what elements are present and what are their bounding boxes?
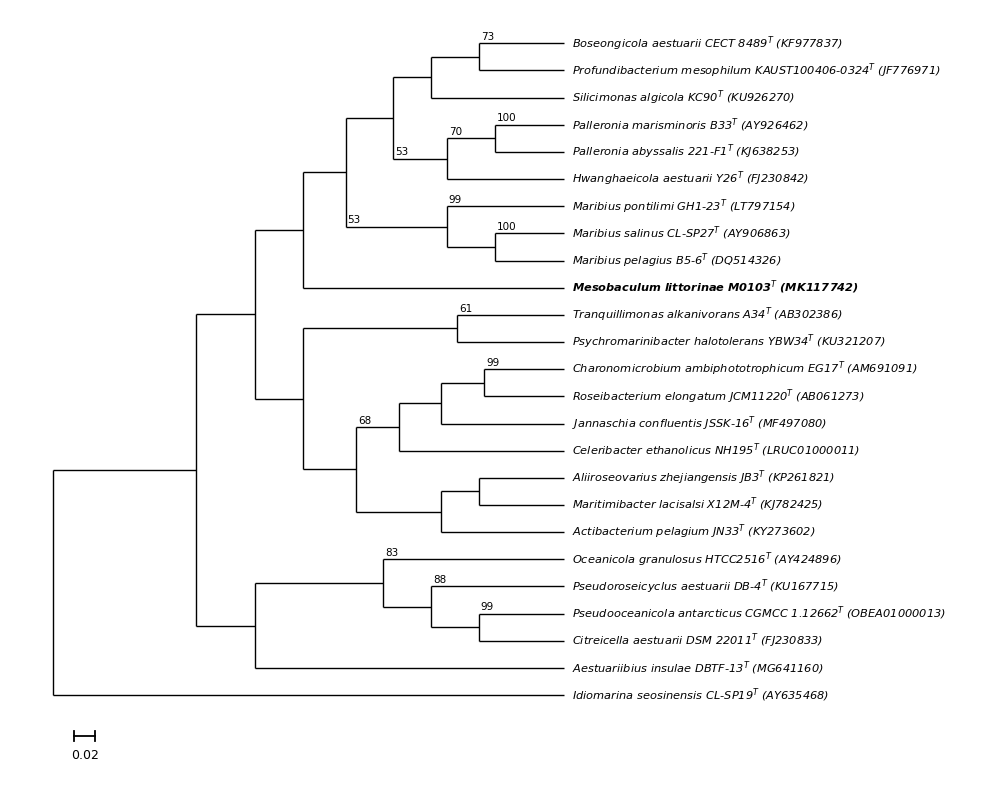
Text: Idiomarina seosinensis CL-SP19$^T$ (AY635468): Idiomarina seosinensis CL-SP19$^T$ (AY63…	[572, 686, 830, 704]
Text: Aliiroseovarius zhejiangensis JB3$^T$ (KP261821): Aliiroseovarius zhejiangensis JB3$^T$ (K…	[572, 468, 836, 487]
Text: Profundibacterium mesophilum KAUST100406-0324$^T$ (JF776971): Profundibacterium mesophilum KAUST100406…	[572, 61, 941, 80]
Text: Maritimibacter lacisalsi X12M-4$^T$ (KJ782425): Maritimibacter lacisalsi X12M-4$^T$ (KJ7…	[572, 495, 824, 514]
Text: Pseudoroseicyclus aestuarii DB-4$^T$ (KU167715): Pseudoroseicyclus aestuarii DB-4$^T$ (KU…	[572, 577, 839, 595]
Text: Psychromarinibacter halotolerans YBW34$^T$ (KU321207): Psychromarinibacter halotolerans YBW34$^…	[572, 333, 886, 351]
Text: Roseibacterium elongatum JCM11220$^T$ (AB061273): Roseibacterium elongatum JCM11220$^T$ (A…	[572, 387, 865, 405]
Text: 100: 100	[497, 114, 516, 123]
Text: Palleronia abyssalis 221-F1$^T$ (KJ638253): Palleronia abyssalis 221-F1$^T$ (KJ63825…	[572, 142, 800, 161]
Text: Maribius salinus CL-SP27$^T$ (AY906863): Maribius salinus CL-SP27$^T$ (AY906863)	[572, 224, 791, 242]
Text: Actibacterium pelagium JN33$^T$ (KY273602): Actibacterium pelagium JN33$^T$ (KY27360…	[572, 523, 816, 541]
Text: 88: 88	[433, 575, 446, 585]
Text: Palleronia marisminoris B33$^T$ (AY926462): Palleronia marisminoris B33$^T$ (AY92646…	[572, 116, 809, 134]
Text: Mesobaculum littorinae M0103$^T$ (MK117742): Mesobaculum littorinae M0103$^T$ (MK1177…	[572, 279, 859, 297]
Text: 68: 68	[358, 416, 372, 425]
Text: 61: 61	[460, 304, 473, 313]
Text: 70: 70	[449, 127, 462, 137]
Text: Hwanghaeicola aestuarii Y26$^T$ (FJ230842): Hwanghaeicola aestuarii Y26$^T$ (FJ23084…	[572, 170, 809, 188]
Text: 99: 99	[481, 603, 494, 612]
Text: Celeribacter ethanolicus NH195$^T$ (LRUC01000011): Celeribacter ethanolicus NH195$^T$ (LRUC…	[572, 442, 860, 460]
Text: 53: 53	[348, 215, 361, 225]
Text: 99: 99	[449, 195, 462, 205]
Text: Charonomicrobium ambiphototrophicum EG17$^T$ (AM691091): Charonomicrobium ambiphototrophicum EG17…	[572, 360, 918, 378]
Text: Oceanicola granulosus HTCC2516$^T$ (AY424896): Oceanicola granulosus HTCC2516$^T$ (AY42…	[572, 550, 842, 568]
Text: Citreicella aestuarii DSM 22011$^T$ (FJ230833): Citreicella aestuarii DSM 22011$^T$ (FJ2…	[572, 631, 824, 650]
Text: Tranquillimonas alkanivorans A34$^T$ (AB302386): Tranquillimonas alkanivorans A34$^T$ (AB…	[572, 305, 843, 324]
Text: Boseongicola aestuarii CECT 8489$^T$ (KF977837): Boseongicola aestuarii CECT 8489$^T$ (KF…	[572, 34, 843, 52]
Text: 53: 53	[396, 147, 409, 157]
Text: Maribius pelagius B5-6$^T$ (DQ514326): Maribius pelagius B5-6$^T$ (DQ514326)	[572, 251, 782, 270]
Text: 0.02: 0.02	[71, 750, 99, 762]
Text: Aestuariibius insulae DBTF-13$^T$ (MG641160): Aestuariibius insulae DBTF-13$^T$ (MG641…	[572, 659, 824, 677]
Text: 99: 99	[486, 358, 499, 368]
Text: Maribius pontilimi GH1-23$^T$ (LT797154): Maribius pontilimi GH1-23$^T$ (LT797154)	[572, 197, 796, 215]
Text: 83: 83	[385, 548, 398, 558]
Text: Jannaschia confluentis JSSK-16$^T$ (MF497080): Jannaschia confluentis JSSK-16$^T$ (MF49…	[572, 414, 828, 432]
Text: Silicimonas algicola KC90$^T$ (KU926270): Silicimonas algicola KC90$^T$ (KU926270)	[572, 88, 795, 107]
Text: 100: 100	[497, 222, 516, 232]
Text: Pseudooceanicola antarcticus CGMCC 1.12662$^T$ (OBEA01000013): Pseudooceanicola antarcticus CGMCC 1.126…	[572, 605, 946, 622]
Text: 73: 73	[481, 32, 494, 42]
